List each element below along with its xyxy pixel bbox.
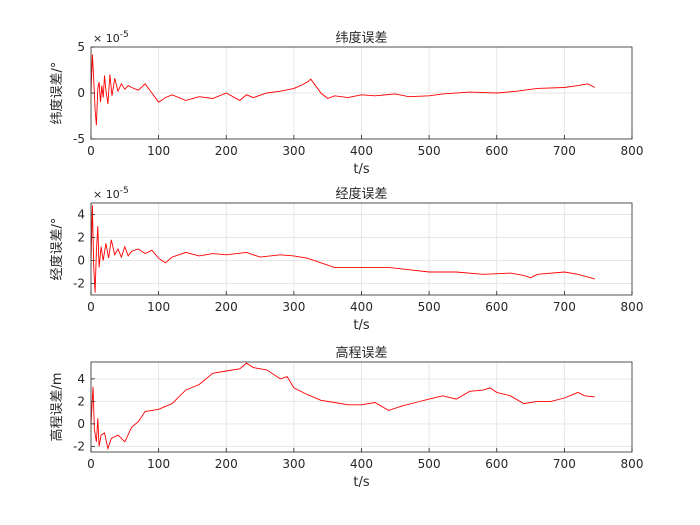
y-tick-label: 4	[77, 372, 85, 386]
y-axis-label: 经度误差/°	[49, 218, 65, 281]
y-axis-label: 纬度误差/°	[49, 62, 65, 125]
x-tick-label: 400	[350, 457, 373, 471]
y-tick-label: 4	[77, 208, 85, 222]
x-tick-label: 300	[282, 300, 305, 314]
x-tick-label: 400	[350, 300, 373, 314]
x-tick-label: 200	[215, 300, 238, 314]
x-tick-label: 600	[485, 144, 508, 158]
x-tick-label: 800	[621, 457, 644, 471]
y-tick-label: 0	[77, 254, 85, 268]
y-tick-label: 5	[77, 40, 85, 54]
x-tick-label: 700	[553, 457, 576, 471]
x-tick-label: 300	[282, 457, 305, 471]
x-tick-label: 800	[621, 144, 644, 158]
y-tick-label: 2	[77, 231, 85, 245]
x-tick-label: 500	[418, 300, 441, 314]
x-tick-label: 600	[485, 300, 508, 314]
x-tick-label: 0	[87, 457, 95, 471]
subplot-2: 0 100 200 300 400 500 600 700 800-2024经度误差t/s经度误…	[49, 186, 643, 333]
y-tick-label: 0	[77, 86, 85, 100]
x-tick-label: 800	[621, 300, 644, 314]
chart-title: 经度误差	[335, 186, 387, 202]
x-tick-label: 200	[215, 457, 238, 471]
x-tick-label: 100	[147, 300, 170, 314]
chart-title: 纬度误差	[335, 30, 387, 46]
x-tick-label: 600	[485, 457, 508, 471]
x-axis-label: t/s	[353, 475, 369, 490]
x-tick-label: 500	[418, 457, 441, 471]
x-tick-label: 0	[87, 144, 95, 158]
x-tick-label: 400	[350, 144, 373, 158]
y-tick-label: 2	[77, 394, 85, 408]
y-axis-label: 高程误差/m	[49, 372, 65, 441]
x-tick-label: 700	[553, 144, 576, 158]
series-line	[90, 205, 595, 293]
x-tick-label: 500	[418, 144, 441, 158]
subplot-1: 0 100 200 300 400 500 600 700 800-505纬度误差t/s纬度误差…	[49, 30, 643, 177]
y-tick-label: -2	[73, 277, 85, 291]
series-line	[90, 362, 595, 451]
x-tick-label: 700	[553, 300, 576, 314]
chart-title: 高程误差	[335, 345, 387, 361]
y-tick-label: -5	[73, 132, 85, 146]
x-tick-label: 100	[147, 457, 170, 471]
exponent-label: × 10-5	[93, 186, 129, 201]
x-axis-label: t/s	[353, 162, 369, 177]
series-line	[90, 54, 596, 126]
y-tick-label: 0	[77, 417, 85, 431]
x-tick-label: 300	[282, 144, 305, 158]
y-tick-label: -2	[73, 439, 85, 453]
subplot-3: 0 100 200 300 400 500 600 700 800-2024高程误差t/s高程误…	[49, 345, 643, 490]
x-tick-label: 100	[147, 144, 170, 158]
x-tick-label: 200	[215, 144, 238, 158]
x-axis-label: t/s	[353, 318, 369, 333]
exponent-label: × 10-5	[93, 30, 129, 45]
x-tick-label: 0	[87, 300, 95, 314]
